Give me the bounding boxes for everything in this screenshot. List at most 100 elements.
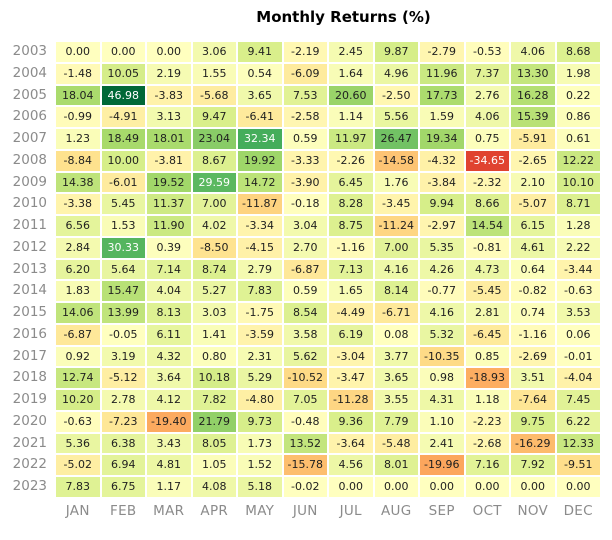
heatmap-cell: 2.70 bbox=[283, 237, 327, 258]
heatmap-cell: 3.58 bbox=[283, 324, 327, 345]
heatmap-cell: 7.45 bbox=[556, 390, 600, 410]
heatmap-cell: -1.16 bbox=[511, 324, 555, 345]
heatmap-cell: 3.43 bbox=[147, 433, 191, 454]
heatmap-cell: 1.23 bbox=[56, 129, 100, 149]
heatmap-cell: -3.44 bbox=[556, 259, 600, 280]
heatmap-cell: 9.36 bbox=[329, 411, 373, 432]
heatmap-cell: 8.28 bbox=[329, 194, 373, 214]
heatmap-cell: 8.01 bbox=[374, 455, 418, 475]
year-label-2007: 2007 bbox=[12, 130, 47, 146]
heatmap-cell: 11.37 bbox=[147, 194, 191, 214]
heatmap-cell: 2.81 bbox=[465, 303, 509, 323]
year-label-2018: 2018 bbox=[12, 369, 47, 386]
heatmap-cell: 15.39 bbox=[511, 107, 555, 127]
heatmap-cell: 9.41 bbox=[238, 42, 282, 62]
heatmap-cell: 10.20 bbox=[56, 390, 100, 410]
year-label-2021: 2021 bbox=[12, 434, 47, 451]
heatmap-cell: 9.75 bbox=[511, 411, 555, 432]
heatmap-cell: -0.53 bbox=[465, 42, 509, 62]
month-label-oct: OCT bbox=[472, 502, 502, 519]
heatmap-cell: 0.74 bbox=[511, 303, 555, 323]
heatmap-cell: 4.04 bbox=[147, 281, 191, 301]
heatmap-cell: 14.38 bbox=[56, 172, 100, 193]
heatmap-cell: -4.80 bbox=[238, 390, 282, 410]
heatmap-cell: 13.99 bbox=[101, 303, 145, 323]
month-label-jul: JUL bbox=[339, 502, 362, 519]
heatmap-cell: -3.90 bbox=[283, 172, 327, 193]
heatmap-cell: -10.35 bbox=[420, 346, 464, 367]
heatmap-cell: 0.22 bbox=[556, 85, 600, 106]
year-label-2006: 2006 bbox=[12, 108, 47, 125]
heatmap-cell: 7.92 bbox=[511, 455, 555, 475]
heatmap-cell: 7.53 bbox=[283, 85, 327, 106]
year-label-2005: 2005 bbox=[12, 86, 47, 103]
heatmap-cell: 3.55 bbox=[374, 390, 418, 410]
heatmap-cell: 5.56 bbox=[374, 107, 418, 127]
heatmap-cell: 10.18 bbox=[192, 368, 236, 388]
heatmap-cell: 4.06 bbox=[511, 42, 555, 62]
month-label-feb: FEB bbox=[110, 502, 137, 519]
heatmap-cell: 4.73 bbox=[465, 259, 509, 280]
heatmap-cell: 5.36 bbox=[56, 433, 100, 454]
year-label-2014: 2014 bbox=[12, 282, 47, 299]
heatmap-cell: 0.61 bbox=[556, 129, 600, 149]
heatmap-cell: 32.34 bbox=[238, 129, 282, 149]
heatmap-cell: -0.48 bbox=[283, 411, 327, 432]
month-label-apr: APR bbox=[200, 502, 229, 519]
heatmap-cell: 4.31 bbox=[420, 390, 464, 410]
heatmap-cell: 1.83 bbox=[56, 281, 100, 301]
month-label-sep: SEP bbox=[428, 502, 455, 519]
heatmap-cell: 12.74 bbox=[56, 368, 100, 388]
heatmap-cell: 1.41 bbox=[192, 324, 236, 345]
heatmap-cell: 11.90 bbox=[147, 216, 191, 236]
heatmap-cell: -0.82 bbox=[511, 281, 555, 301]
heatmap-cell: 2.79 bbox=[238, 259, 282, 280]
heatmap-cell: 7.37 bbox=[465, 63, 509, 84]
heatmap-cell: 0.98 bbox=[420, 368, 464, 388]
heatmap-cell: 12.22 bbox=[556, 150, 600, 171]
heatmap-cell: 14.06 bbox=[56, 303, 100, 323]
heatmap-cell: -0.77 bbox=[420, 281, 464, 301]
heatmap-cell: -2.26 bbox=[329, 150, 373, 171]
heatmap-cell: 1.28 bbox=[556, 216, 600, 236]
heatmap-cell: -3.84 bbox=[420, 172, 464, 193]
heatmap-cell: 0.00 bbox=[374, 477, 418, 497]
year-label-2008: 2008 bbox=[12, 151, 47, 168]
heatmap-cell: 4.12 bbox=[147, 390, 191, 410]
heatmap-grid: 2003 0.00 0.00 0.00 3.06 9.41 -2.19 2.45 9.87 -2.… bbox=[0, 41, 601, 520]
heatmap-cell: 15.47 bbox=[101, 281, 145, 301]
heatmap-cell: 1.76 bbox=[374, 172, 418, 193]
heatmap-cell: 6.94 bbox=[101, 455, 145, 475]
heatmap-cell: 7.00 bbox=[374, 237, 418, 258]
heatmap-cell: -2.69 bbox=[511, 346, 555, 367]
heatmap-cell: 6.22 bbox=[556, 411, 600, 432]
month-label-may: MAY bbox=[245, 502, 275, 519]
heatmap-cell: -18.93 bbox=[465, 368, 509, 388]
month-label-dec: DEC bbox=[563, 502, 593, 519]
heatmap-cell: -0.02 bbox=[283, 477, 327, 497]
heatmap-cell: 1.18 bbox=[465, 390, 509, 410]
heatmap-cell: -11.87 bbox=[238, 194, 282, 214]
heatmap-cell: 7.82 bbox=[192, 390, 236, 410]
heatmap-cell: -19.96 bbox=[420, 455, 464, 475]
heatmap-cell: 3.06 bbox=[192, 42, 236, 62]
heatmap-cell: -4.32 bbox=[420, 150, 464, 171]
year-label-2023: 2023 bbox=[12, 478, 47, 494]
heatmap-cell: -1.16 bbox=[329, 237, 373, 258]
heatmap-cell: -34.65 bbox=[465, 150, 509, 171]
heatmap-cell: -5.68 bbox=[192, 85, 236, 106]
heatmap-cell: -1.48 bbox=[56, 63, 100, 84]
heatmap-cell: 4.26 bbox=[420, 259, 464, 280]
heatmap-cell: 0.64 bbox=[511, 259, 555, 280]
heatmap-cell: 0.00 bbox=[101, 42, 145, 62]
heatmap-cell: -3.45 bbox=[374, 194, 418, 214]
heatmap-cell: -3.38 bbox=[56, 194, 100, 214]
heatmap-cell: -3.47 bbox=[329, 368, 373, 388]
heatmap-cell: -9.51 bbox=[556, 455, 600, 475]
heatmap-cell: -6.71 bbox=[374, 303, 418, 323]
heatmap-cell: 8.54 bbox=[283, 303, 327, 323]
heatmap-cell: -2.32 bbox=[465, 172, 509, 193]
heatmap-cell: 0.92 bbox=[56, 346, 100, 367]
heatmap-cell: 0.86 bbox=[556, 107, 600, 127]
heatmap-cell: 3.53 bbox=[556, 303, 600, 323]
